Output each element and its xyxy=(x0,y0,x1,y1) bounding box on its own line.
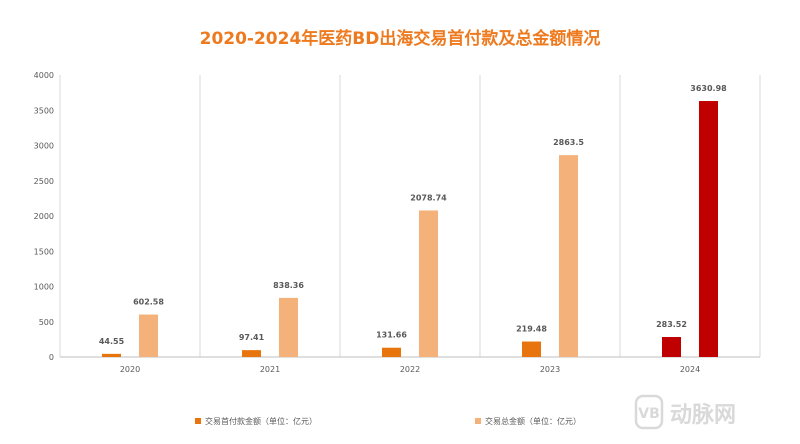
bar-series-2 xyxy=(699,101,718,358)
data-label: 3630.98 xyxy=(690,84,727,93)
data-label: 131.66 xyxy=(376,331,407,340)
x-tick-label: 2021 xyxy=(260,365,280,374)
chart-title: 2020-2024年医药BD出海交易首付款及总金额情况 xyxy=(200,28,601,49)
bar-series-2 xyxy=(559,155,578,357)
bar-series-2 xyxy=(139,314,158,357)
data-label: 2078.74 xyxy=(410,193,447,202)
chart-data-labels: 44.55 97.41 131.66 219.48 283.52 602.58 838.36… xyxy=(99,84,727,346)
data-label: 283.52 xyxy=(656,320,687,329)
bar-series-1 xyxy=(382,347,401,357)
y-tick-label: 3000 xyxy=(34,142,54,151)
y-tick-label: 1000 xyxy=(34,283,54,292)
legend-swatch xyxy=(195,418,201,424)
bar-series-1 xyxy=(102,353,121,357)
data-label: 602.58 xyxy=(133,298,164,307)
x-tick-label: 2022 xyxy=(400,365,420,374)
y-tick-label: 2000 xyxy=(34,212,54,221)
watermark-logo-icon xyxy=(634,394,664,430)
data-label: 2863.5 xyxy=(553,138,584,147)
chart-bars xyxy=(102,101,718,358)
bar-series-1 xyxy=(522,341,541,357)
watermark: VB 动脉网 xyxy=(634,394,736,430)
data-label: 44.55 xyxy=(99,337,125,346)
data-label: 97.41 xyxy=(239,333,265,342)
x-tick-label: 2023 xyxy=(540,365,560,374)
data-label: 838.36 xyxy=(273,281,304,290)
bar-series-2 xyxy=(279,297,298,357)
y-tick-label: 1500 xyxy=(34,247,54,256)
data-label: 219.48 xyxy=(516,325,547,334)
legend-label: 交易首付款金额（单位：亿元） xyxy=(205,416,317,426)
y-tick-label: 4000 xyxy=(34,71,54,80)
y-tick-label: 3500 xyxy=(34,106,54,115)
chart-legend: 交易首付款金额（单位：亿元） 交易总金额（单位：亿元） xyxy=(195,416,581,426)
watermark-logo-text: VB xyxy=(638,406,660,422)
chart-axes: 0 500 1000 1500 2000 2500 3000 3500 4000 2020 2021… xyxy=(34,71,761,374)
legend-label: 交易总金额（单位：亿元） xyxy=(485,416,581,426)
y-tick-label: 2500 xyxy=(34,177,54,186)
y-tick-label: 0 xyxy=(49,353,54,362)
y-tick-label: 500 xyxy=(39,318,54,327)
watermark-text: 动脉网 xyxy=(670,403,736,428)
bar-series-1 xyxy=(242,350,261,357)
bar-series-2 xyxy=(419,210,438,357)
x-tick-label: 2020 xyxy=(120,365,140,374)
x-tick-label: 2024 xyxy=(680,365,700,374)
bar-series-1 xyxy=(662,337,681,357)
legend-swatch xyxy=(475,418,481,424)
